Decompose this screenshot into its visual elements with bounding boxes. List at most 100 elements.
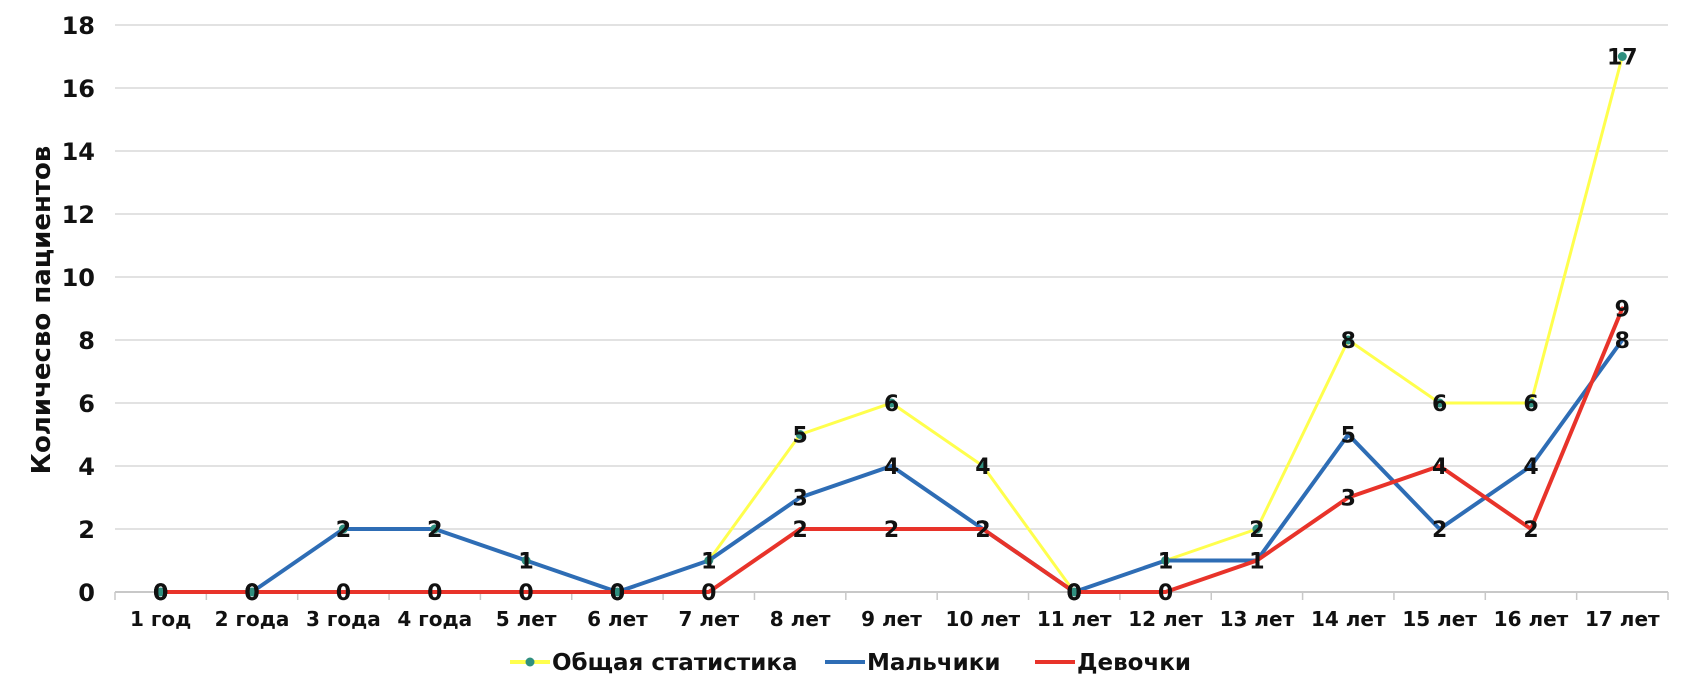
data-label: 2 — [975, 518, 990, 543]
data-label: 0 — [1067, 581, 1082, 606]
total-point — [156, 587, 166, 597]
total-point — [1069, 587, 1079, 597]
x-tick-label: 3 года — [306, 607, 381, 631]
data-label: 0 — [610, 581, 625, 606]
total-point — [338, 524, 348, 534]
total-point — [887, 398, 896, 408]
x-tick-label: 17 лет — [1585, 607, 1660, 631]
x-tick-label: 10 лет — [946, 607, 1021, 631]
data-label: 2 — [336, 518, 351, 543]
total-point — [1343, 335, 1353, 345]
data-label: 0 — [244, 581, 259, 606]
total-point — [430, 524, 440, 534]
legend: Общая статистика Мальчики Девочки — [510, 650, 1191, 676]
data-label: 0 — [610, 581, 625, 606]
x-tick-label: 9 лет — [861, 607, 922, 631]
legend-label: Мальчики — [867, 650, 1000, 676]
y-tick-label: 6 — [78, 390, 95, 418]
legend-label: Девочки — [1077, 650, 1191, 676]
total-point — [247, 587, 257, 597]
data-label: 3 — [1341, 487, 1356, 512]
data-label: 0 — [701, 581, 716, 606]
data-label: 0 — [427, 581, 442, 606]
data-label: 6 — [1432, 392, 1447, 417]
data-label: 1 — [1249, 550, 1264, 575]
total-point — [1617, 52, 1627, 61]
x-axis-ticks: 1 год 2 года 3 года 4 года 5 лет 6 лет 7 лет 8 … — [130, 607, 1660, 631]
total-point — [795, 430, 805, 439]
data-label: 2 — [1523, 518, 1538, 543]
x-tick-label: 12 лет — [1128, 607, 1203, 631]
series-line-3 — [158, 306, 1625, 594]
data-label: 0 — [244, 581, 259, 606]
data-label: 0 — [153, 581, 168, 606]
x-tick-label: 6 лет — [587, 607, 648, 631]
data-label: 0 — [1158, 581, 1173, 606]
data-label: 0 — [610, 581, 625, 606]
y-axis-label: Количесво пациентов — [27, 146, 57, 475]
data-label: 4 — [975, 455, 990, 480]
data-label: 1 — [1158, 550, 1173, 575]
x-tick-label: 14 лет — [1311, 607, 1386, 631]
data-label: 17 — [1607, 46, 1638, 71]
legend-marker — [525, 657, 535, 667]
data-label: 2 — [1249, 518, 1264, 543]
x-tick-label: 5 лет — [496, 607, 557, 631]
data-label: 6 — [1523, 392, 1538, 417]
data-label: 1 — [518, 550, 533, 575]
series-line-1 — [159, 55, 1624, 594]
data-label: 2 — [792, 518, 807, 543]
data-label: 1 — [518, 550, 533, 575]
y-tick-label: 0 — [78, 579, 95, 607]
data-label: 3 — [792, 487, 807, 512]
y-tick-label: 16 — [62, 75, 95, 103]
x-tick-label: 11 лет — [1037, 607, 1112, 631]
y-tick-label: 2 — [78, 516, 95, 544]
total-point — [612, 587, 622, 597]
y-tick-label: 14 — [62, 138, 95, 166]
data-label: 2 — [427, 518, 442, 543]
x-tick-label: 7 лет — [678, 607, 739, 631]
data-label: 4 — [884, 455, 899, 480]
data-label: 0 — [1067, 581, 1082, 606]
data-label: 1 — [701, 550, 716, 575]
data-label: 0 — [518, 581, 533, 606]
x-tick-label: 2 года — [215, 607, 290, 631]
y-tick-label: 4 — [78, 453, 95, 481]
data-label: 6 — [884, 392, 899, 417]
data-label: 8 — [1615, 329, 1630, 354]
total-point — [1435, 398, 1445, 408]
x-tick-label: 15 лет — [1402, 607, 1477, 631]
legend-label: Общая статистика — [552, 650, 797, 676]
series-lines — [156, 52, 1627, 597]
series-line-2 — [158, 338, 1625, 594]
data-label: 1 — [1158, 550, 1173, 575]
y-tick-label: 10 — [62, 264, 95, 292]
data-label: 4 — [1432, 455, 1447, 480]
x-tick-label: 8 лет — [770, 607, 831, 631]
data-label: 4 — [1523, 455, 1538, 480]
data-label: 2 — [427, 518, 442, 543]
y-tick-label: 12 — [62, 201, 95, 229]
x-tick-label: 16 лет — [1494, 607, 1569, 631]
y-tick-label: 18 — [62, 12, 95, 40]
x-tick-label: 13 лет — [1220, 607, 1295, 631]
total-point — [1161, 556, 1171, 565]
total-point — [704, 556, 714, 565]
y-axis-ticks: 0 2 4 6 8 10 12 14 16 18 — [62, 12, 95, 607]
total-point — [1252, 524, 1262, 534]
data-label: 0 — [1067, 581, 1082, 606]
x-tick-label: 4 года — [397, 607, 472, 631]
data-label: 2 — [1432, 518, 1447, 543]
data-label: 1 — [1249, 550, 1264, 575]
data-label: 0 — [153, 581, 168, 606]
gridlines — [114, 24, 1669, 600]
total-point — [521, 556, 531, 565]
data-label: 2 — [975, 518, 990, 543]
data-label: 2 — [884, 518, 899, 543]
data-label: 8 — [1341, 329, 1356, 354]
data-label: 1 — [701, 550, 716, 575]
data-label: 9 — [1615, 298, 1630, 323]
